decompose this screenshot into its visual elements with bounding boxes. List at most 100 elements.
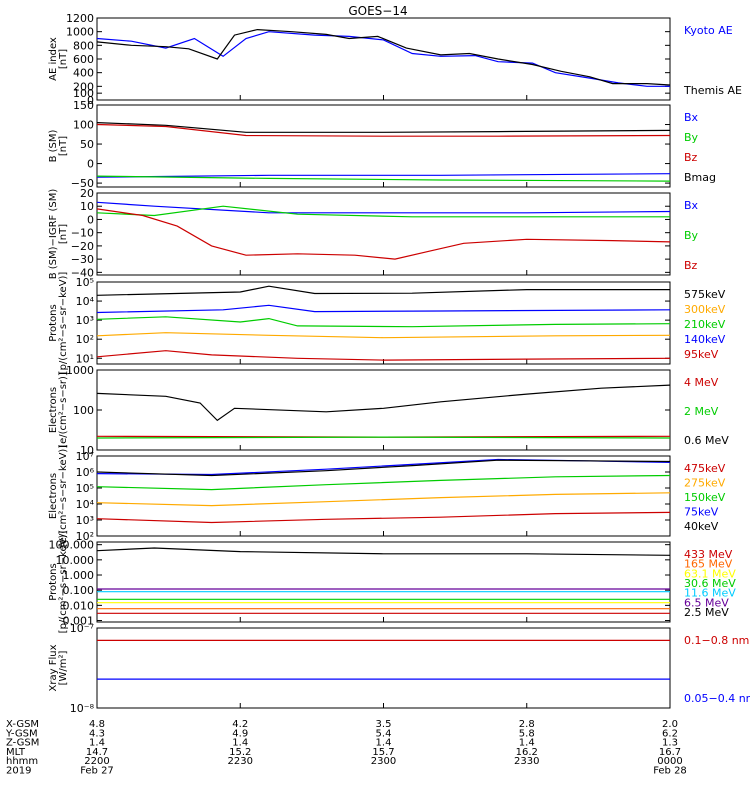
y-tick-label: −10 — [71, 227, 94, 240]
ephemeris-value: 1.4 — [89, 738, 105, 749]
ephemeris-value: 1.4 — [376, 738, 392, 749]
series-line-2 — [96, 436, 671, 439]
ephemeris-value: 15.2 — [229, 747, 251, 758]
legend-entry: 11.6 MeV — [684, 587, 736, 600]
ephemeris-value: 1.4 — [232, 738, 248, 749]
legend-entry: 165 MeV — [684, 558, 733, 571]
ephemeris-row-label: Z-GSM — [6, 738, 39, 749]
y-tick-label: −20 — [71, 240, 94, 253]
legend-entry: 150keV — [684, 491, 726, 504]
y-tick-label: 10³ — [76, 314, 94, 327]
panel-4: 10¹ 10² 10³ 10⁴ 10⁵ Protons[p/(cm²−s−sr−keV)]… — [48, 272, 726, 375]
ephemeris-value: 1.4 — [519, 738, 535, 749]
legend-entry: Bx — [684, 199, 699, 212]
ephemeris-row-label: hhmm — [6, 756, 38, 767]
legend-entry: 0.1−0.8 nm — [684, 634, 749, 647]
y-tick-label: 200 — [73, 80, 94, 93]
series-line-4 — [96, 304, 671, 314]
legend-entry: 275keV — [684, 477, 726, 490]
y-tick-label: −30 — [71, 253, 94, 266]
ephemeris-value: 6.2 — [662, 728, 678, 739]
ephemeris-value: 4.2 — [232, 719, 248, 730]
legend-entry: 475keV — [684, 462, 726, 475]
ephemeris-value: 4.8 — [89, 719, 105, 730]
legend-entry: 40keV — [684, 520, 719, 533]
legend-entry: Bz — [684, 259, 698, 272]
y-axis-label: Protons[p/(cm²−s−sr−keV)] — [48, 272, 69, 375]
ephemeris-value: 16.2 — [516, 747, 538, 758]
series-line-1 — [96, 285, 670, 296]
y-tick-label: 10³ — [76, 514, 94, 527]
legend-entry: 95keV — [684, 348, 719, 361]
series-line-7 — [96, 547, 671, 556]
ephemeris-row-label: X-GSM — [6, 719, 39, 730]
ephemeris-value: 2300 — [371, 756, 396, 767]
panel-frame — [96, 192, 671, 276]
ephemeris-value: 2330 — [514, 756, 539, 767]
y-axis-label: B (SM)[nT] — [48, 129, 69, 162]
series-line-4 — [96, 122, 671, 133]
legend-entry: Themis AE — [683, 84, 742, 97]
y-tick-label: 10² — [76, 530, 94, 543]
series-line-3 — [96, 316, 671, 328]
legend-entry: 140keV — [684, 333, 726, 346]
ephemeris-row-label: MLT — [6, 747, 26, 758]
y-tick-label: 0.001 — [63, 615, 95, 628]
ephemeris-value: 4.3 — [89, 728, 105, 739]
y-tick-label: 100 — [73, 119, 94, 132]
y-tick-label: 0.010 — [63, 599, 95, 612]
y-tick-label: 1000 — [66, 364, 94, 377]
legend-entry: 30.6 MeV — [684, 577, 736, 590]
y-tick-label: 10¹ — [76, 352, 94, 365]
series-line-1 — [96, 511, 671, 524]
legend-entry: Kyoto AE — [684, 24, 733, 37]
y-tick-label: 150 — [73, 99, 94, 112]
y-axis-label: Electrons[e/(cm²−s−sr)] — [48, 372, 69, 448]
y-tick-label: 1.000 — [63, 569, 95, 582]
ephemeris-value: 15.7 — [372, 747, 394, 758]
series-line-3 — [96, 474, 671, 491]
y-tick-label: 20 — [80, 187, 94, 200]
y-axis-label: Xray Flux[W/m²] — [48, 644, 69, 691]
y-tick-label: 100.000 — [49, 539, 95, 552]
y-tick-label: 10⁵ — [76, 276, 94, 289]
series-line-2 — [96, 28, 671, 86]
legend-entry: Bz — [684, 151, 698, 164]
panel-6: 10² 10³ 10⁴ 10⁵ 10⁶ 10⁷ Electrons[e/(cm²−s−sr−… — [48, 445, 726, 548]
ephemeris-value: Feb 27 — [80, 766, 114, 777]
ephemeris-value: 5.8 — [519, 728, 535, 739]
legend-entry: 75keV — [684, 506, 719, 519]
y-tick-label: 10⁴ — [76, 498, 95, 511]
series-line-2 — [96, 175, 671, 182]
ephemeris-value: 4.9 — [232, 728, 248, 739]
y-tick-label: 10⁷ — [76, 450, 94, 463]
ephemeris-value: 2.8 — [519, 719, 535, 730]
y-tick-label: 10 — [80, 200, 94, 213]
y-tick-label: 100 — [73, 404, 94, 417]
y-tick-label: −40 — [71, 266, 94, 279]
series-line-3 — [96, 208, 671, 260]
series-line-2 — [96, 205, 670, 218]
y-axis-label: Protons[p/(cm²−s−sr−keV)] — [48, 531, 69, 634]
ephemeris-value: 2200 — [84, 756, 109, 767]
ephemeris-value: 0000 — [657, 756, 682, 767]
y-tick-label: 0 — [87, 158, 94, 171]
y-tick-label: 100 — [73, 87, 94, 100]
ephemeris-value: Feb 28 — [653, 766, 687, 777]
ephemeris-value: 2.0 — [662, 719, 678, 730]
y-tick-label: 600 — [73, 53, 94, 66]
ephemeris-row-label: 2019 — [6, 766, 31, 777]
y-tick-label: −50 — [71, 177, 94, 190]
series-line-5 — [96, 459, 671, 477]
y-tick-label: 50 — [80, 138, 94, 151]
y-tick-label: 0 — [87, 94, 94, 107]
y-tick-label: 400 — [73, 67, 94, 80]
legend-entry: 63.1 MeV — [684, 567, 736, 580]
legend-entry: Bmag — [684, 171, 716, 184]
ephemeris-value: 14.7 — [86, 747, 108, 758]
legend-entry: 210keV — [684, 318, 726, 331]
legend-entry: 6.5 MeV — [684, 596, 729, 609]
series-line-2 — [96, 332, 671, 339]
y-tick-label: 10² — [76, 333, 94, 346]
